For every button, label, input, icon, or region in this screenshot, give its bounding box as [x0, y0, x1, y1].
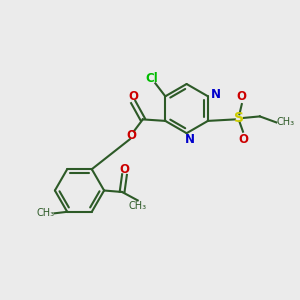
Text: Cl: Cl: [146, 72, 158, 86]
Text: CH₃: CH₃: [129, 201, 147, 211]
Text: CH₃: CH₃: [37, 208, 55, 218]
Text: O: O: [126, 128, 136, 142]
Text: O: O: [128, 90, 138, 103]
Text: N: N: [184, 133, 195, 146]
Text: O: O: [119, 163, 130, 176]
Text: CH₃: CH₃: [277, 117, 295, 128]
Text: O: O: [237, 90, 247, 103]
Text: O: O: [238, 133, 248, 146]
Text: N: N: [210, 88, 220, 101]
Text: S: S: [234, 111, 244, 125]
